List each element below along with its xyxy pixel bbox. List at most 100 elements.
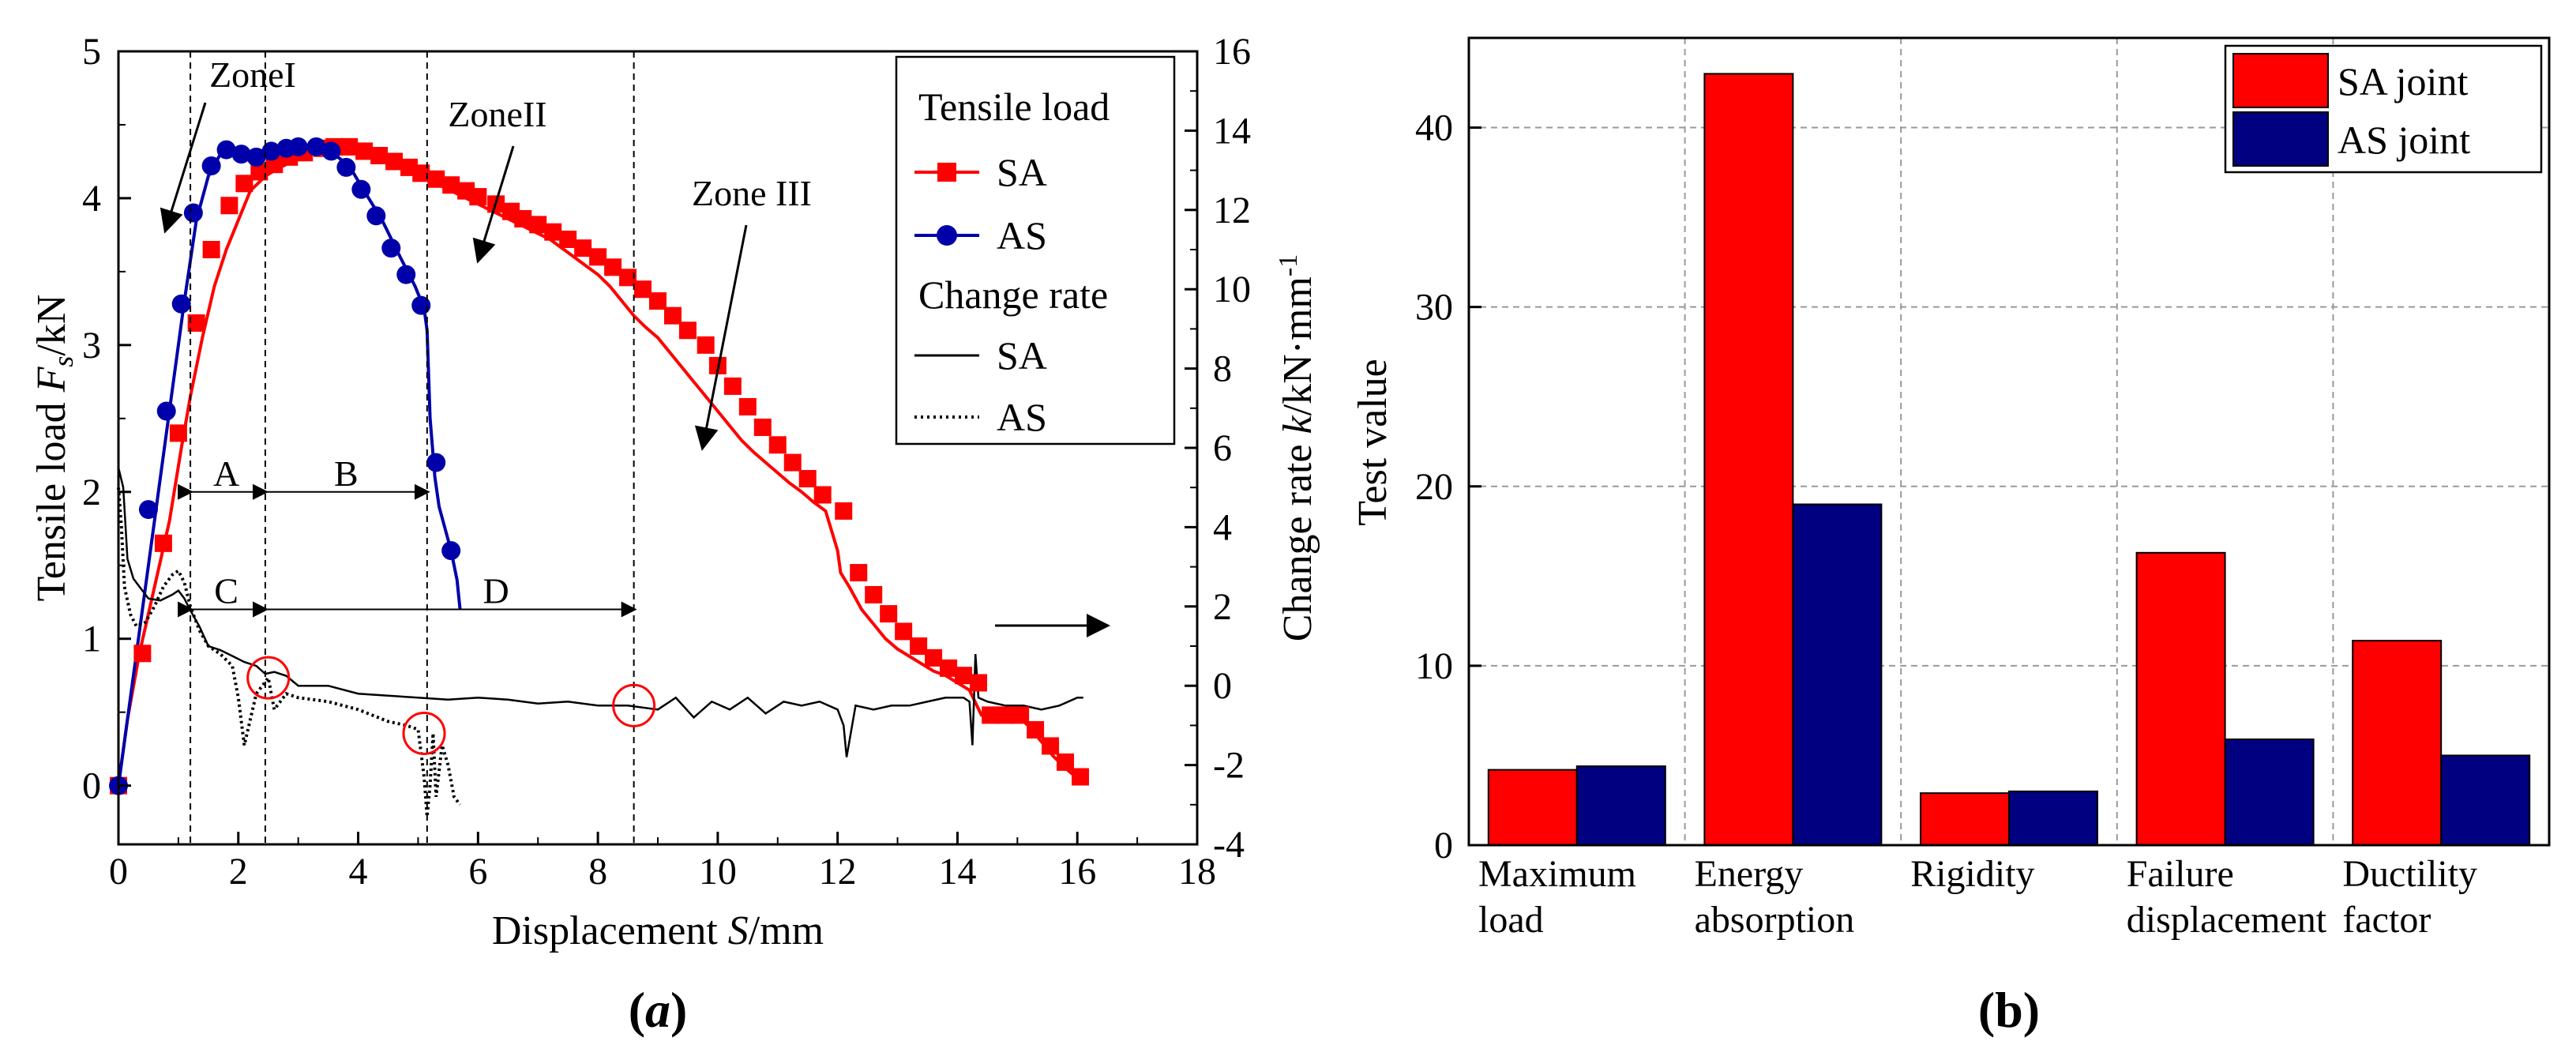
bar-as-joint-3 <box>2008 790 2098 846</box>
legend-swatch-sa <box>2232 53 2329 108</box>
marker-sa <box>154 534 172 552</box>
marker-as <box>381 239 401 258</box>
marker-sa <box>850 564 868 582</box>
marker-sa <box>604 258 622 276</box>
legend-label-sa-joint: SA joint <box>2338 59 2468 103</box>
y-left-tick-label: 4 <box>82 178 101 220</box>
highlight-circle-2 <box>402 711 446 755</box>
marker-sa <box>220 197 238 215</box>
marker-sa <box>385 152 404 171</box>
y-axis-label-right: Change rate k/kN·mm-1 <box>1274 254 1320 641</box>
marker-as <box>216 140 236 160</box>
marker-sa <box>412 164 430 182</box>
y-right-tick-label: 4 <box>1213 506 1232 548</box>
y-right-tick-label: 16 <box>1213 31 1251 73</box>
y-right-tick-label: 2 <box>1213 586 1232 628</box>
category-label: Failure <box>2127 853 2234 895</box>
category-label: Rigidity <box>1910 853 2034 895</box>
category-label: load <box>1478 899 1544 941</box>
marker-sa <box>940 659 958 677</box>
interval-label-d: D <box>483 571 509 611</box>
legend-marker-as <box>937 225 957 246</box>
marker-sa <box>865 585 883 603</box>
legend-label-as-rate: AS <box>997 395 1047 439</box>
y-right-tick-label: -2 <box>1213 745 1245 787</box>
marker-as <box>171 294 191 314</box>
marker-sa <box>835 502 853 520</box>
load-markers <box>109 137 1090 795</box>
marker-sa <box>1027 720 1045 739</box>
y-left-tick-label: 2 <box>82 472 101 513</box>
marker-as <box>246 147 266 167</box>
highlight-circle-3 <box>612 683 656 727</box>
bar-as-joint-2 <box>1792 503 1883 846</box>
y-axis-label-b: Test value <box>1350 359 1395 526</box>
marker-sa <box>925 648 943 667</box>
x-tick-label: 14 <box>938 851 976 893</box>
marker-sa <box>355 142 374 160</box>
bars <box>1487 73 2531 847</box>
marker-sa <box>982 706 1000 724</box>
marker-sa <box>427 170 445 188</box>
interval-label-c: C <box>214 571 238 611</box>
marker-sa <box>169 424 187 442</box>
marker-sa <box>649 292 667 310</box>
y-left-tick-label: 5 <box>82 31 101 73</box>
category-label: Energy <box>1695 853 1804 895</box>
marker-sa <box>723 377 742 395</box>
x-tick-label: 12 <box>819 851 857 893</box>
marker-sa <box>133 645 152 663</box>
y-right-tick-label: 8 <box>1213 348 1232 390</box>
marker-sa <box>663 306 682 325</box>
y-right-tick-label: 10 <box>1213 269 1251 310</box>
category-label: displacement <box>2127 899 2327 941</box>
y-right-tick-label: 14 <box>1213 110 1251 152</box>
zone-arrow-2 <box>472 145 515 264</box>
marker-sa <box>559 230 577 248</box>
annotations: A B C D ZoneI ZoneII Zone III <box>160 51 1110 844</box>
legend-label-as-joint: AS joint <box>2338 118 2470 162</box>
marker-as <box>231 145 251 164</box>
bar-as-joint-5 <box>2440 754 2531 847</box>
interval-label-b: B <box>334 453 359 494</box>
marker-as <box>261 141 281 161</box>
y-tick-label-b: 20 <box>1415 466 1453 508</box>
marker-sa <box>813 486 832 504</box>
x-tick-label: 2 <box>229 851 248 893</box>
marker-sa <box>544 223 562 241</box>
series-line-sa-rate <box>117 467 1083 757</box>
y-right-tick-label: 0 <box>1213 665 1232 707</box>
x-tick-label: 0 <box>109 851 128 893</box>
bar-sa-joint-2 <box>1703 73 1794 846</box>
marker-sa <box>235 175 253 193</box>
zone-label-3: Zone III <box>692 173 812 213</box>
x-axis-label-a: Displacement S/mm <box>492 908 824 953</box>
marker-sa <box>187 314 205 332</box>
marker-as <box>396 265 416 284</box>
x-tick-label: 10 <box>699 851 737 893</box>
y-axis-label-left: Tensile load Fs/kN <box>29 295 79 602</box>
interval-label-a: A <box>213 453 239 494</box>
marker-sa <box>529 216 547 234</box>
marker-sa <box>1012 706 1030 724</box>
legend-header-rate: Change rate <box>918 273 1108 317</box>
x-tick-label: 18 <box>1178 851 1216 893</box>
y-tick-label-b: 30 <box>1415 287 1453 329</box>
plot-frame-b <box>1467 36 2551 847</box>
x-tick-label: 16 <box>1058 851 1096 893</box>
marker-as <box>156 401 176 421</box>
marker-sa <box>250 163 268 181</box>
y-right-tick-label: 12 <box>1213 190 1251 231</box>
bar-sa-joint-5 <box>2352 640 2443 846</box>
marker-sa <box>997 706 1015 724</box>
legend-label-sa-rate: SA <box>997 333 1047 378</box>
legend-a: Tensile load SA AS Change rate SA AS <box>895 55 1176 445</box>
legend-label-sa-load: SA <box>997 150 1047 194</box>
marker-sa <box>768 436 787 454</box>
bar-as-joint-4 <box>2224 739 2315 847</box>
y-right-tick-label: 6 <box>1213 427 1232 469</box>
marker-sa <box>895 622 913 641</box>
